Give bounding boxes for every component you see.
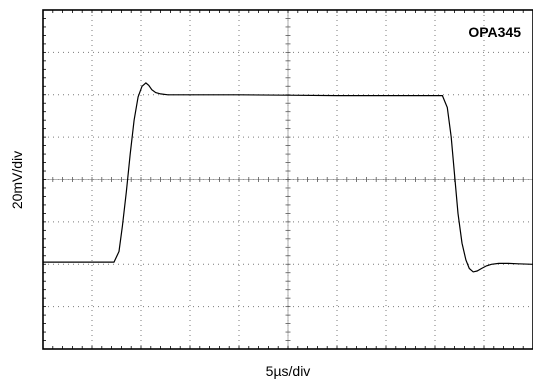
edge-ticks [43,10,524,349]
x-axis-label: 5µs/div [266,363,311,379]
y-axis-label: 20mV/div [9,151,25,209]
waveform-trace [43,82,533,273]
center-axis-ticks [42,9,533,350]
chart-title: OPA345 [468,24,521,40]
